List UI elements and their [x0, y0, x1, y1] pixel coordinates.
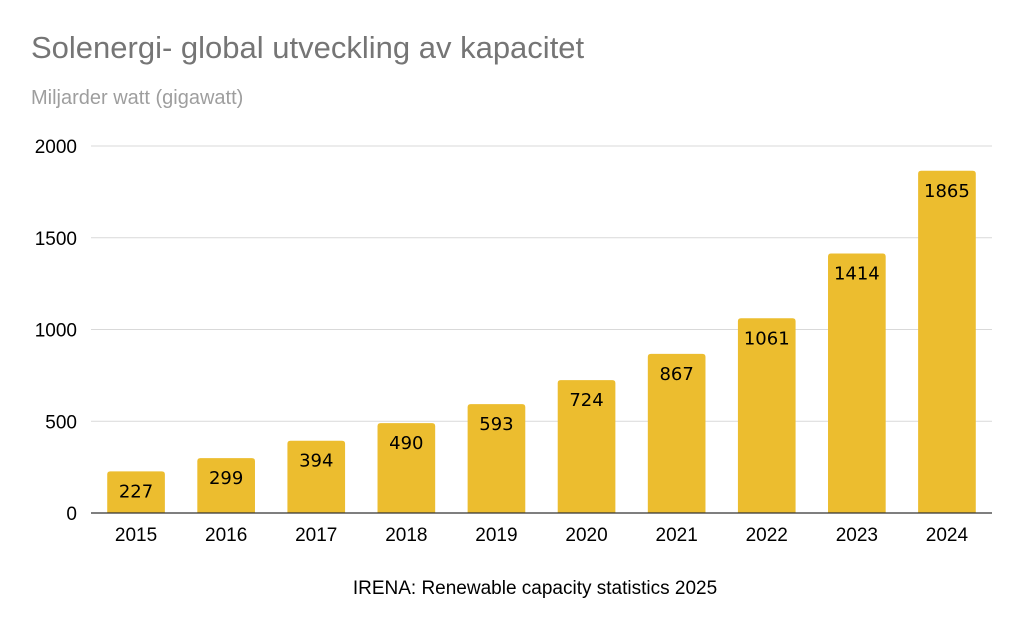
y-tick-label: 500 [45, 412, 77, 433]
data-label-2019: 593 [479, 414, 513, 435]
data-label-2018: 490 [389, 433, 423, 454]
data-label-2023: 1414 [834, 264, 880, 285]
data-label-2022: 1061 [744, 328, 790, 349]
x-tick-label: 2018 [385, 525, 427, 546]
bar-2016 [197, 458, 255, 513]
x-tick-label: 2022 [746, 525, 788, 546]
bar-2019 [467, 404, 526, 513]
data-label-2024: 1865 [924, 181, 970, 202]
data-labels: 227 299 394 490 593 724 867 1061 1414 1865 [119, 181, 970, 503]
data-label-2016: 299 [209, 468, 243, 489]
bar-2021 [647, 353, 706, 513]
x-tick-label: 2015 [115, 525, 157, 546]
x-tick-label: 2023 [836, 525, 878, 546]
x-tick-label: 2019 [475, 525, 517, 546]
chart-source-note: IRENA: Renewable capacity statistics 202… [352, 578, 718, 599]
bar-2024 [918, 170, 976, 513]
data-label-2021: 867 [659, 364, 693, 385]
x-tick-label: 2024 [926, 525, 969, 546]
y-tick-label: 1500 [35, 229, 77, 250]
bar-2018 [377, 423, 436, 513]
y-tick-label: 1000 [35, 321, 77, 342]
bar-2023 [828, 253, 886, 513]
data-label-2020: 724 [569, 390, 603, 411]
data-label-2017: 394 [299, 451, 333, 472]
bars [107, 170, 976, 513]
chart-subtitle: Miljarder watt (gigawatt) [31, 87, 244, 109]
x-tick-label: 2020 [565, 525, 607, 546]
axes: 0 500 1000 1500 2000 2015 2016 2017 2018 2019 2020… [35, 137, 992, 546]
x-tick-label: 2017 [295, 525, 337, 546]
data-label-2015: 227 [119, 481, 153, 502]
bar-2020 [557, 380, 616, 513]
chart-title: Solenergi- global utveckling av kapacite… [31, 30, 585, 65]
x-tick-label: 2021 [656, 525, 698, 546]
y-tick-label: 2000 [35, 137, 77, 158]
y-tick-label: 0 [66, 504, 77, 525]
bar-2015 [107, 471, 165, 513]
bar-2022 [737, 318, 796, 513]
x-tick-label: 2016 [205, 525, 247, 546]
bar-2017 [287, 440, 346, 513]
